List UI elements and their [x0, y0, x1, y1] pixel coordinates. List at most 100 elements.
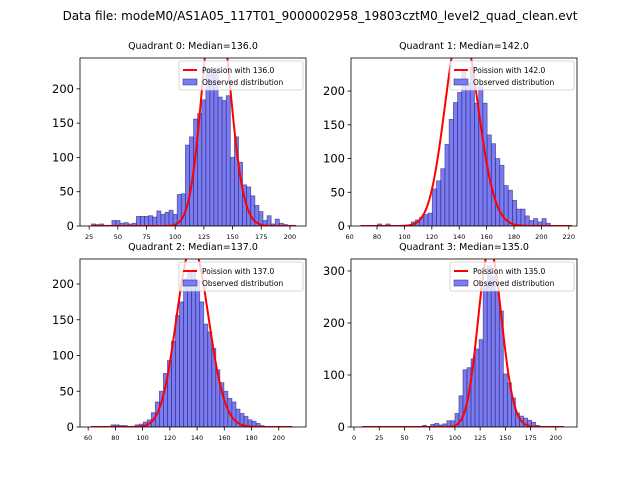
axes-frame — [79, 57, 307, 227]
x-tick-label: 175 — [524, 434, 536, 442]
subplot-title: Quadrant 0: Median=136.0 — [128, 41, 258, 52]
axes-frame — [350, 258, 578, 428]
histogram-bar — [217, 96, 223, 226]
histogram-bar — [512, 199, 518, 226]
legend-observed-label: Observed distribution — [202, 279, 283, 288]
legend-observed-swatch — [453, 78, 469, 86]
histogram-bar — [469, 66, 475, 226]
histogram-bar — [135, 215, 141, 226]
x-tick-label: 100 — [169, 233, 181, 241]
subplot-quadrant-0: 25 50 75 100 125 150 175 200 0 50 100 150 200 Quadran… — [52, 41, 307, 241]
histogram-bar — [140, 215, 145, 226]
histogram-bar — [474, 102, 480, 226]
x-tick-label: 75 — [426, 434, 434, 442]
histogram-bar — [191, 270, 197, 427]
histogram-bar — [179, 301, 184, 427]
legend-observed-swatch — [453, 279, 469, 287]
histogram-bar — [266, 215, 272, 226]
histogram-bar — [423, 214, 429, 226]
legend-box — [178, 60, 304, 91]
histogram-bar — [524, 215, 530, 226]
x-tick-label: 80 — [111, 434, 119, 442]
histogram-bar — [482, 286, 488, 427]
x-tick-label: 220 — [563, 233, 575, 241]
histogram-bar — [436, 180, 442, 226]
x-tick-label: 160 — [480, 233, 492, 241]
legend: Poission with 136.0 Observed distribution — [178, 60, 304, 91]
subplot-quadrant-3: 0 25 50 75 100 125 150 175 200 0 100 200 300 Quadrant… — [323, 242, 578, 442]
x-tick-label: 0 — [352, 434, 356, 442]
legend-observed-swatch — [182, 78, 198, 86]
subplot-quadrant-1: 60 80 100 120 140 160 180 200 220 0 50 100 150 200 Qua… — [323, 41, 578, 241]
histogram-bar — [207, 331, 213, 427]
x-tick-label: 150 — [226, 233, 238, 241]
histogram-bar — [231, 401, 237, 427]
y-tick-label: 150 — [52, 116, 74, 130]
legend-poisson-label: Poission with 135.0 — [473, 267, 546, 276]
histogram-bar — [160, 213, 166, 226]
subplot-title: Quadrant 2: Median=137.0 — [128, 242, 258, 253]
x-tick-label: 180 — [508, 233, 520, 241]
histogram-bar — [457, 92, 463, 226]
plot-area — [362, 259, 564, 427]
legend-box — [178, 261, 304, 292]
histogram-bar — [448, 118, 454, 226]
figure-suptitle: Data file: modeM0/AS1A05_117T01_90000029… — [62, 9, 578, 23]
subplot-title: Quadrant 1: Median=142.0 — [399, 41, 529, 52]
y-tick-label: 200 — [323, 316, 345, 330]
histogram-bar — [183, 278, 189, 427]
poisson-curve — [91, 58, 296, 226]
y-tick-label: 50 — [59, 185, 74, 199]
y-tick-label: 0 — [338, 420, 345, 434]
x-tick-label: 140 — [191, 434, 203, 442]
y-tick-label: 200 — [52, 82, 74, 96]
x-tick-label: 25 — [85, 233, 93, 241]
x-tick-label: 60 — [84, 434, 92, 442]
histogram-bar — [520, 208, 526, 226]
x-tick-label: 160 — [218, 434, 230, 442]
subplot-title: Quadrant 3: Median=135.0 — [399, 242, 529, 253]
histogram-bar — [144, 215, 150, 226]
legend: Poission with 135.0 Observed distribution — [449, 261, 575, 292]
histogram-bar — [258, 211, 264, 226]
histogram-bar — [148, 215, 154, 226]
histogram-bar — [164, 211, 170, 226]
histogram-bar — [461, 70, 467, 226]
histogram-bar — [495, 158, 501, 226]
histogram-bar — [213, 69, 219, 226]
y-tick-label: 0 — [338, 219, 345, 233]
plot-area — [360, 58, 572, 226]
histogram-bar — [490, 275, 496, 427]
histogram-bar — [221, 100, 227, 226]
y-tick-label: 100 — [323, 152, 345, 166]
x-tick-label: 125 — [474, 434, 486, 442]
x-tick-label: 120 — [164, 434, 176, 442]
histogram-bar — [199, 301, 205, 427]
legend-observed-swatch — [182, 279, 198, 287]
histogram-bar — [494, 290, 500, 427]
axes-frame — [79, 258, 307, 428]
histogram-bar — [452, 102, 459, 226]
poisson-curve — [362, 259, 564, 427]
x-tick-label: 175 — [255, 233, 267, 241]
legend-poisson-label: Poission with 142.0 — [473, 66, 546, 75]
histogram-bar — [507, 189, 513, 226]
histogram-bar — [203, 323, 209, 427]
y-tick-label: 200 — [52, 277, 74, 291]
legend-observed-label: Observed distribution — [473, 78, 554, 87]
y-tick-label: 200 — [323, 84, 345, 98]
y-tick-label: 50 — [59, 384, 74, 398]
x-tick-label: 200 — [550, 434, 562, 442]
y-tick-label: 50 — [330, 185, 345, 199]
legend: Poission with 142.0 Observed distribution — [449, 60, 575, 91]
histogram-bar — [474, 348, 480, 427]
legend-box — [449, 60, 575, 91]
plot-area — [91, 58, 297, 226]
y-tick-label: 150 — [52, 313, 74, 327]
histogram-bar — [465, 82, 471, 226]
histogram-bar — [168, 209, 174, 226]
histogram-bar — [180, 193, 186, 226]
legend-observed-label: Observed distribution — [202, 78, 283, 87]
x-tick-label: 180 — [245, 434, 257, 442]
